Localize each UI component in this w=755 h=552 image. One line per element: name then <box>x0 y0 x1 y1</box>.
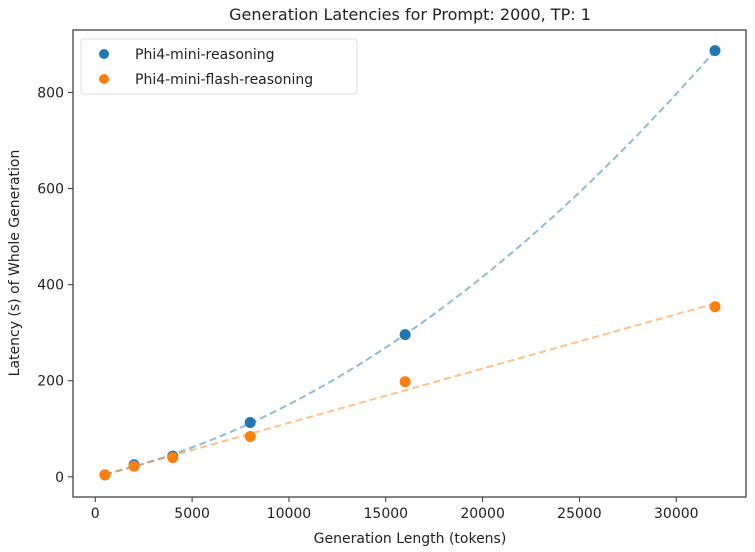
fit-line-1 <box>104 302 716 476</box>
data-point-1 <box>128 460 140 472</box>
x-tick-label: 0 <box>91 506 100 522</box>
x-axis-label: Generation Length (tokens) <box>314 531 507 547</box>
legend-box <box>80 38 358 95</box>
x-tick-label: 20000 <box>460 506 505 522</box>
y-tick-label: 0 <box>55 470 64 486</box>
data-point-1 <box>167 452 179 464</box>
data-point-1 <box>244 430 256 442</box>
x-tick-label: 15000 <box>364 506 409 522</box>
y-tick-label: 800 <box>37 85 64 101</box>
data-points <box>99 45 721 481</box>
fit-line-0 <box>104 50 716 476</box>
y-tick-label: 400 <box>37 278 64 294</box>
fit-lines <box>104 50 716 476</box>
data-point-1 <box>709 301 721 313</box>
x-tick-label: 30000 <box>654 506 699 522</box>
y-tick-label: 200 <box>37 374 64 390</box>
data-point-1 <box>99 469 111 481</box>
x-tick-label: 5000 <box>174 506 210 522</box>
x-tick-label: 25000 <box>557 506 602 522</box>
data-point-0 <box>709 45 721 57</box>
legend: Phi4-mini-reasoning Phi4-mini-flash-reas… <box>80 38 358 95</box>
data-point-0 <box>244 417 256 429</box>
y-axis-label: Latency (s) of Whole Generation <box>7 150 23 377</box>
legend-marker-0 <box>99 49 109 59</box>
legend-label-1: Phi4-mini-flash-reasoning <box>135 72 313 88</box>
x-tick-label: 10000 <box>267 506 312 522</box>
data-point-1 <box>399 376 411 388</box>
chart-title: Generation Latencies for Prompt: 2000, T… <box>229 5 591 24</box>
x-axis-ticks: 0 5000 10000 15000 20000 25000 30000 <box>91 497 699 522</box>
y-axis-ticks: 0 200 400 600 800 <box>37 85 73 486</box>
y-tick-label: 600 <box>37 182 64 198</box>
legend-marker-1 <box>99 74 109 84</box>
plot-frame <box>72 29 747 498</box>
data-point-0 <box>399 329 411 341</box>
legend-label-0: Phi4-mini-reasoning <box>135 47 275 63</box>
